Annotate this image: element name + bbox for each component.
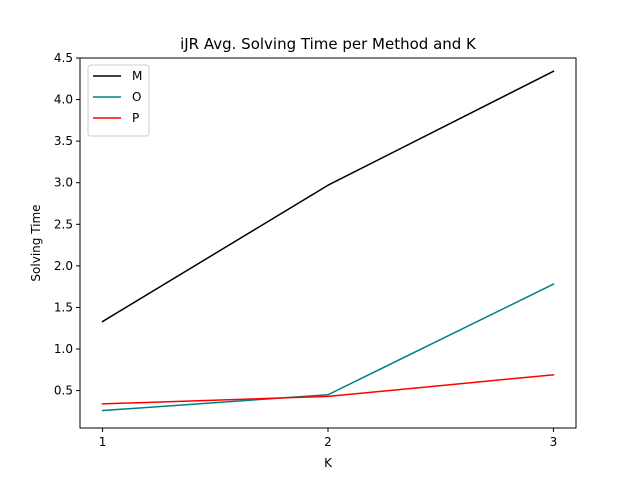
x-axis-label: K: [324, 456, 333, 470]
x-tick-label: 3: [550, 435, 558, 449]
legend: MOP: [87, 64, 150, 137]
y-tick-label: 4.0: [54, 93, 73, 107]
y-tick-label: 3.5: [54, 134, 73, 148]
y-tick-label: 0.5: [54, 384, 73, 398]
plot-area-frame: [79, 57, 577, 429]
series-lines: [101, 70, 555, 412]
y-axis-label: Solving Time: [29, 204, 43, 281]
series-line-o: [101, 283, 555, 412]
y-tick-labels: 0.5 1.0 1.5 2.0 2.5 3.0 3.5 4.0 4.5: [54, 51, 80, 398]
y-tick-label: 1.5: [54, 300, 73, 314]
y-tick-label: 3.0: [54, 176, 73, 190]
legend-label-m: M: [132, 69, 142, 83]
y-tick-label: 1.0: [54, 342, 73, 356]
legend-label-p: P: [132, 111, 139, 125]
y-tick-label: 4.5: [54, 51, 73, 65]
y-tick-label: 2.0: [54, 259, 73, 273]
chart-title: iJR Avg. Solving Time per Method and K: [180, 35, 477, 53]
series-line-m: [101, 70, 555, 323]
y-tick-label: 2.5: [54, 217, 73, 231]
legend-label-o: O: [132, 90, 141, 104]
series-line-p: [101, 373, 555, 405]
x-tick-labels: 1 2 3: [99, 428, 558, 449]
x-tick-label: 2: [324, 435, 332, 449]
x-tick-label: 1: [99, 435, 107, 449]
